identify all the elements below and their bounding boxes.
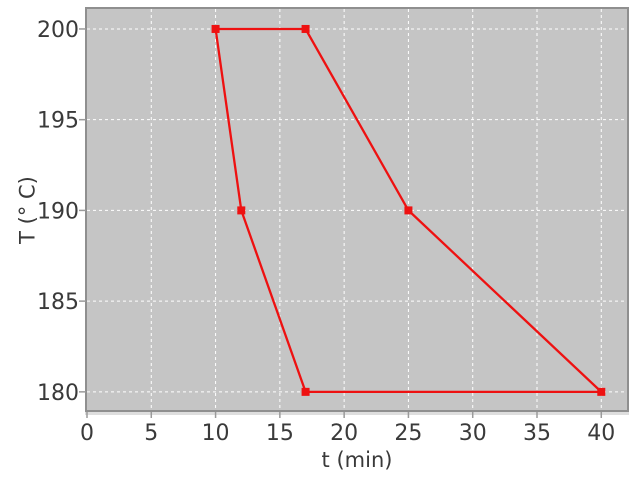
x-tick-label: 20 bbox=[330, 421, 358, 446]
data-point-marker bbox=[597, 387, 606, 396]
data-point-marker bbox=[301, 387, 310, 396]
x-tick-label: 30 bbox=[459, 421, 487, 446]
plot-background bbox=[87, 9, 627, 410]
data-point-marker bbox=[211, 24, 220, 33]
plot-border bbox=[85, 7, 629, 412]
y-tick-label: 190 bbox=[37, 199, 79, 224]
data-point-marker bbox=[301, 24, 310, 33]
y-tick-label: 200 bbox=[37, 18, 79, 43]
x-tick-label: 5 bbox=[144, 421, 158, 446]
y-tick-label: 180 bbox=[37, 381, 79, 406]
plot-shadow-band bbox=[85, 412, 629, 415]
x-axis-title: t (min) bbox=[321, 448, 393, 472]
y-tick-label: 185 bbox=[37, 290, 79, 315]
x-tick-label: 0 bbox=[80, 421, 94, 446]
x-tick-label: 35 bbox=[523, 421, 551, 446]
x-tick-label: 40 bbox=[587, 421, 615, 446]
data-point-marker bbox=[237, 206, 246, 215]
x-tick-label: 15 bbox=[266, 421, 294, 446]
y-tick-label: 195 bbox=[37, 109, 79, 134]
y-axis-title: T (° C) bbox=[15, 176, 40, 244]
x-tick-label: 10 bbox=[202, 421, 230, 446]
x-tick-label: 25 bbox=[394, 421, 422, 446]
data-point-marker bbox=[404, 206, 413, 215]
